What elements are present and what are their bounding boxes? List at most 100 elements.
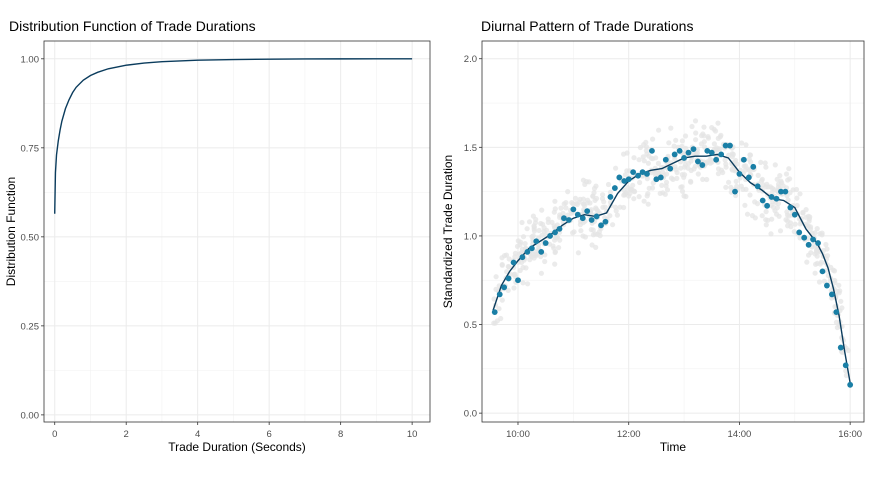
average-point bbox=[676, 147, 683, 154]
background-point bbox=[759, 178, 765, 184]
background-point bbox=[769, 189, 775, 195]
diurnal-x-tick-label: 12:00 bbox=[617, 429, 641, 440]
average-point bbox=[801, 234, 808, 241]
background-point bbox=[769, 216, 775, 222]
background-point bbox=[597, 233, 603, 239]
average-point bbox=[708, 149, 715, 156]
background-point bbox=[729, 167, 736, 173]
background-point bbox=[768, 231, 774, 237]
background-point bbox=[605, 181, 612, 188]
background-point bbox=[662, 191, 668, 197]
background-point bbox=[582, 181, 588, 187]
average-point bbox=[515, 277, 521, 284]
background-point bbox=[693, 130, 699, 136]
background-point bbox=[747, 192, 753, 198]
background-point bbox=[506, 256, 512, 262]
average-point bbox=[657, 174, 664, 181]
average-point bbox=[542, 240, 549, 246]
cdf-title: Distribution Function of Trade Durations bbox=[9, 18, 256, 34]
background-point bbox=[632, 189, 638, 195]
background-point bbox=[655, 160, 662, 166]
background-point bbox=[643, 144, 650, 150]
background-point bbox=[531, 228, 538, 234]
average-point bbox=[533, 238, 540, 245]
average-point bbox=[842, 362, 849, 369]
background-point bbox=[836, 290, 842, 296]
cdf-y-tick-label: 0.75 bbox=[21, 143, 40, 154]
background-point bbox=[785, 177, 791, 183]
background-point bbox=[644, 176, 650, 182]
background-point bbox=[628, 186, 634, 192]
background-point bbox=[818, 259, 825, 265]
average-point bbox=[561, 215, 567, 222]
diurnal-x-tick-label: 16:00 bbox=[838, 429, 862, 440]
average-point bbox=[796, 229, 803, 236]
average-point bbox=[704, 147, 711, 154]
average-point bbox=[828, 291, 835, 298]
background-point bbox=[708, 157, 715, 163]
average-point bbox=[759, 197, 766, 204]
background-point bbox=[514, 243, 521, 249]
average-point bbox=[713, 156, 720, 163]
diurnal-background-points bbox=[491, 118, 851, 379]
background-point bbox=[715, 120, 721, 126]
background-point bbox=[524, 226, 530, 232]
background-point bbox=[565, 212, 571, 218]
cdf-ticks: 0 2 4 6 8 10 0.00 0.25 0.50 0.75 1.00 bbox=[21, 54, 418, 440]
background-point bbox=[689, 123, 695, 130]
average-point bbox=[782, 188, 789, 195]
cdf-x-tick-label: 6 bbox=[267, 429, 272, 440]
background-point bbox=[832, 277, 838, 284]
background-point bbox=[672, 156, 678, 162]
background-point bbox=[839, 349, 846, 355]
background-point bbox=[590, 227, 596, 233]
background-point bbox=[520, 234, 527, 240]
background-point bbox=[779, 180, 785, 186]
background-point bbox=[836, 282, 842, 288]
background-point bbox=[722, 157, 728, 163]
diurnal-y-axis-label: Standardized Trade Duration bbox=[441, 155, 455, 308]
background-point bbox=[552, 249, 558, 256]
background-point bbox=[678, 184, 684, 190]
average-point bbox=[671, 151, 678, 158]
diurnal-panel-border bbox=[481, 40, 865, 423]
background-point bbox=[549, 219, 555, 225]
background-point bbox=[777, 228, 784, 234]
background-point bbox=[791, 229, 797, 235]
diurnal-ticks: 10:00 12:00 14:00 16:00 0.0 0.5 1.0 1.5 2.0 bbox=[464, 54, 862, 440]
average-point bbox=[740, 156, 747, 163]
background-point bbox=[536, 227, 542, 234]
background-point bbox=[823, 241, 829, 248]
cdf-grid bbox=[44, 41, 430, 422]
average-point bbox=[662, 156, 669, 163]
cdf-x-tick-label: 4 bbox=[195, 429, 200, 440]
background-point bbox=[800, 209, 806, 215]
background-point bbox=[650, 180, 656, 186]
average-point bbox=[791, 211, 798, 218]
average-point bbox=[547, 233, 553, 239]
background-point bbox=[527, 257, 533, 263]
background-point bbox=[641, 198, 647, 204]
average-point bbox=[653, 176, 660, 183]
background-point bbox=[613, 165, 619, 171]
background-point bbox=[838, 298, 844, 304]
average-point bbox=[552, 229, 558, 236]
average-point bbox=[837, 344, 844, 351]
background-point bbox=[701, 124, 707, 130]
average-point bbox=[718, 151, 725, 158]
background-point bbox=[518, 250, 525, 256]
average-point bbox=[635, 172, 642, 179]
average-point bbox=[805, 241, 812, 248]
background-point bbox=[793, 186, 800, 193]
background-point bbox=[738, 183, 744, 189]
average-point bbox=[685, 149, 692, 156]
background-point bbox=[679, 188, 686, 194]
diurnal-x-axis-label: Time bbox=[660, 440, 687, 454]
background-point bbox=[700, 131, 706, 137]
background-point bbox=[582, 234, 589, 240]
average-point bbox=[768, 194, 775, 200]
background-point bbox=[723, 164, 729, 170]
diurnal-data-layer bbox=[491, 142, 854, 388]
cdf-x-tick-label: 8 bbox=[338, 429, 343, 440]
background-point bbox=[814, 226, 820, 232]
